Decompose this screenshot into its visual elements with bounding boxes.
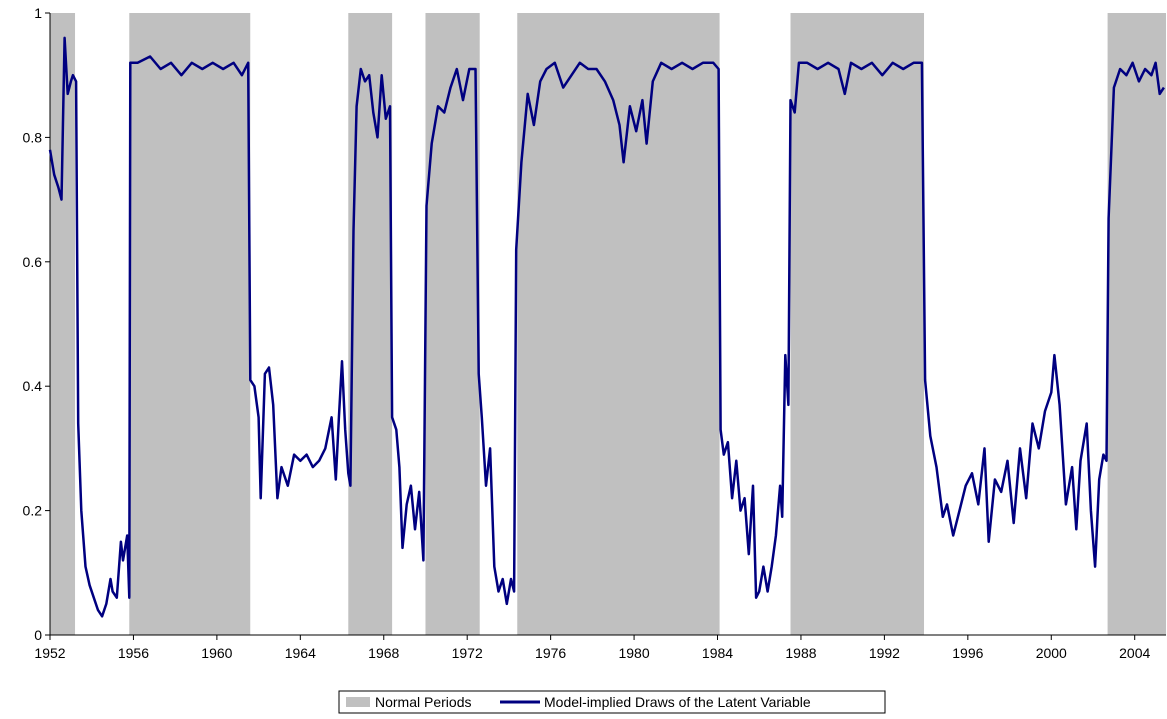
normal-period-shading-layer	[50, 13, 1166, 635]
y-tick-label-3: 0.6	[23, 254, 43, 270]
y-tick-label-5: 1	[34, 5, 42, 21]
axes	[45, 12, 1166, 640]
y-tick-label-2: 0.4	[23, 378, 43, 394]
legend-label-latent-variable: Model-implied Draws of the Latent Variab…	[544, 694, 811, 710]
x-tick-label-2: 1960	[201, 645, 232, 661]
y-tick-label-1: 0.2	[23, 503, 43, 519]
x-tick-label-7: 1980	[618, 645, 649, 661]
x-tick-label-8: 1984	[702, 645, 733, 661]
x-tick-label-10: 1992	[869, 645, 900, 661]
legend-swatch-normal-periods	[346, 697, 370, 707]
normal-period-band-5	[790, 13, 925, 635]
x-tick-label-1: 1956	[118, 645, 149, 661]
normal-period-band-6	[1107, 13, 1166, 635]
x-tick-label-5: 1972	[452, 645, 483, 661]
legend-box	[338, 690, 886, 714]
x-tick-label-9: 1988	[785, 645, 816, 661]
x-tick-label-6: 1976	[535, 645, 566, 661]
series-line-latent-variable	[48, 36, 1165, 618]
x-tick-label-0: 1952	[34, 645, 65, 661]
x-tick-label-13: 2004	[1119, 645, 1150, 661]
normal-period-band-1	[129, 13, 251, 635]
normal-period-band-3	[425, 13, 480, 635]
legend-label-normal-periods: Normal Periods	[375, 694, 471, 710]
legend: Normal Periods Model-implied Draws of th…	[338, 690, 886, 714]
x-tick-label-3: 1964	[285, 645, 316, 661]
normal-period-band-4	[517, 13, 720, 635]
tick-labels: 0 0.2 0.4 0.6 0.8 1 1952 1956 1960 1964 1968 1972 19…	[23, 5, 1151, 661]
y-tick-label-4: 0.8	[23, 129, 43, 145]
x-tick-label-12: 2000	[1036, 645, 1067, 661]
y-tick-label-0: 0	[34, 627, 42, 643]
x-tick-label-4: 1968	[368, 645, 399, 661]
series-line-layer	[48, 36, 1165, 618]
x-tick-label-11: 1996	[952, 645, 983, 661]
